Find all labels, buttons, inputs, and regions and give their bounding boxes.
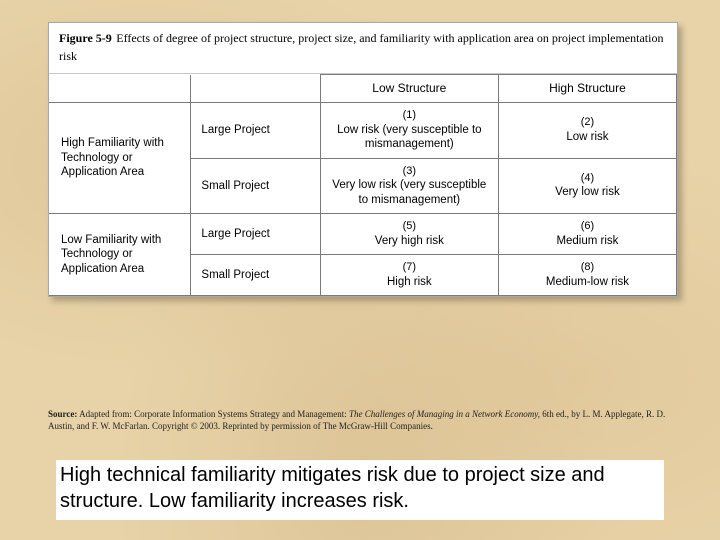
- figure-panel: Figure 5-9 Effects of degree of project …: [48, 22, 678, 297]
- figure-title: Effects of degree of project structure, …: [59, 31, 663, 63]
- cell-number: (3): [329, 165, 490, 179]
- cell-number: (6): [507, 220, 668, 234]
- table-row: Low Familiarity with Technology or Appli…: [49, 214, 677, 255]
- risk-cell: (1) Low risk (very susceptible to misman…: [320, 103, 498, 159]
- risk-cell: (6) Medium risk: [498, 214, 676, 255]
- cell-text: Low risk: [566, 131, 608, 143]
- source-italic: The Challenges of Managing in a Network …: [349, 409, 540, 419]
- header-high-structure: High Structure: [498, 75, 676, 103]
- cell-text: Medium-low risk: [546, 276, 629, 288]
- header-low-structure: Low Structure: [320, 75, 498, 103]
- figure-label: Figure 5-9: [59, 31, 112, 45]
- figure-header: Figure 5-9 Effects of degree of project …: [49, 23, 677, 74]
- risk-table: Low Structure High Structure High Famili…: [49, 74, 677, 296]
- table-header-row: Low Structure High Structure: [49, 75, 677, 103]
- source-prefix: Adapted from: Corporate Information Syst…: [79, 409, 347, 419]
- cell-number: (2): [507, 116, 668, 130]
- cell-number: (4): [507, 172, 668, 186]
- header-blank-2: [191, 75, 320, 103]
- cell-number: (8): [507, 261, 668, 275]
- risk-cell: (2) Low risk: [498, 103, 676, 159]
- table-row: High Familiarity with Technology or Appl…: [49, 103, 677, 159]
- cell-text: Low risk (very susceptible to mismanagem…: [337, 124, 481, 150]
- source-label: Source:: [48, 409, 77, 419]
- cell-number: (5): [329, 220, 490, 234]
- risk-cell: (3) Very low risk (very susceptible to m…: [320, 158, 498, 214]
- cell-number: (1): [329, 109, 490, 123]
- cell-text: Medium risk: [556, 235, 618, 247]
- source-citation: Source: Adapted from: Corporate Informat…: [48, 408, 676, 432]
- project-size-cell: Large Project: [191, 214, 320, 255]
- cell-number: (7): [329, 261, 490, 275]
- cell-text: Very low risk (very susceptible to misma…: [332, 179, 486, 205]
- header-blank-1: [49, 75, 191, 103]
- risk-cell: (7) High risk: [320, 255, 498, 296]
- project-size-cell: Small Project: [191, 255, 320, 296]
- cell-text: High risk: [387, 276, 432, 288]
- project-size-cell: Large Project: [191, 103, 320, 159]
- slide-caption: High technical familiarity mitigates ris…: [56, 460, 664, 520]
- risk-cell: (8) Medium-low risk: [498, 255, 676, 296]
- risk-cell: (4) Very low risk: [498, 158, 676, 214]
- cell-text: Very high risk: [375, 235, 444, 247]
- project-size-cell: Small Project: [191, 158, 320, 214]
- familiarity-low: Low Familiarity with Technology or Appli…: [49, 214, 191, 296]
- familiarity-high: High Familiarity with Technology or Appl…: [49, 103, 191, 214]
- risk-cell: (5) Very high risk: [320, 214, 498, 255]
- cell-text: Very low risk: [555, 186, 620, 198]
